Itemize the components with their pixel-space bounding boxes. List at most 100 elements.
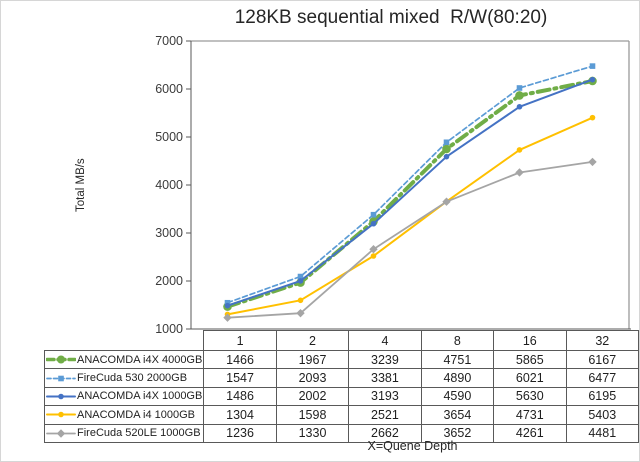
series-line (226, 65, 594, 304)
value-cell: 4590 (420, 386, 495, 407)
data-point-marker (443, 139, 450, 146)
data-point-marker (223, 313, 232, 322)
data-point-marker (58, 393, 64, 400)
value-cell: 1547 (203, 368, 277, 388)
y-tick-label: 6000 (155, 82, 183, 96)
data-point-marker (297, 278, 304, 284)
data-point-marker (297, 273, 304, 280)
data-table-legend: 1 2 4 8 16 32 ANACOMDA i4X 4000GB 1466 1967 3239 4… (43, 330, 639, 443)
data-point-marker (589, 76, 596, 83)
value-cell: 2521 (348, 405, 422, 425)
value-cell: 6021 (493, 368, 567, 388)
value-cell: 3654 (420, 405, 495, 425)
legend-key-icon (46, 393, 76, 400)
data-point-marker (442, 144, 451, 154)
series-line (226, 78, 594, 307)
legend-key-icon (46, 429, 76, 438)
y-tick-label: 4000 (155, 178, 183, 192)
table-row: ANACOMDA i4X 1000GB 1486 2002 3193 4590 5630 6… (43, 386, 639, 407)
data-point-marker (370, 220, 377, 227)
data-point-marker (224, 299, 231, 306)
table-row: FireCuda 520LE 1000GB 1236 1330 2662 3652 426… (43, 423, 639, 443)
queue-depth-label: 2 (275, 330, 350, 351)
value-cell: 4731 (493, 405, 567, 425)
data-point-marker (296, 308, 305, 318)
series-name-label: FireCuda 530 2000GB (77, 372, 188, 385)
value-cell: 1967 (275, 349, 350, 370)
series-line (226, 116, 594, 316)
queue-depth-label: 4 (348, 330, 422, 351)
data-point-marker (442, 197, 451, 206)
plot-area: 1000 2000 3000 4000 5000 6000 7000 (155, 34, 631, 336)
series-name-cell: ANACOMDA i4X 4000GB (43, 349, 205, 370)
value-cell: 4890 (420, 368, 495, 388)
table-row: ANACOMDA i4X 4000GB 1466 1967 3239 4751 5865 6… (43, 349, 639, 370)
series-name-cell: ANACOMDA i4X 1000GB (43, 386, 205, 407)
data-point-marker (370, 211, 377, 218)
value-cell: 4751 (420, 349, 495, 370)
y-tick-label: 3000 (155, 226, 183, 240)
data-point-marker (369, 245, 378, 254)
data-point-marker (588, 157, 597, 167)
data-point-marker (370, 253, 377, 259)
value-cell: 3381 (348, 368, 422, 388)
data-point-marker (297, 297, 304, 304)
value-cell: 1486 (203, 386, 277, 407)
y-tick-label: 2000 (155, 274, 183, 288)
data-point-marker (516, 147, 523, 153)
value-cell: 2002 (275, 386, 350, 407)
data-point-marker (515, 168, 524, 177)
x-axis-caption: X=Quene Depth (367, 439, 458, 453)
value-cell: 6195 (565, 386, 639, 407)
legend-key-icon (46, 375, 76, 381)
series-name-label: FireCuda 520LE 1000GB (77, 427, 201, 440)
data-point-marker (57, 355, 65, 364)
value-cell: 5865 (493, 349, 567, 370)
queue-depth-header-row: 1 2 4 8 16 32 (45, 330, 639, 351)
queue-depth-label: 16 (493, 330, 567, 351)
legend-key-icon (46, 355, 76, 364)
series-name-cell: FireCuda 520LE 1000GB (43, 423, 205, 443)
series-name-label: ANACOMDA i4 1000GB (77, 408, 195, 421)
series-name-label: ANACOMDA i4X 1000GB (77, 390, 203, 403)
y-tick-label: 1000 (155, 322, 183, 336)
value-cell: 5403 (565, 405, 639, 425)
series-line (225, 79, 595, 309)
value-cell: 1236 (203, 423, 277, 443)
data-point-marker (443, 153, 450, 160)
table-corner-cell (45, 331, 204, 351)
value-cell: 3193 (348, 386, 422, 407)
series-firecuda-520le-1000gb (223, 157, 597, 322)
queue-depth-label: 32 (565, 330, 639, 351)
table-row: ANACOMDA i4 1000GB 1304 1598 2521 3654 4731 54… (43, 405, 639, 425)
series-name-label: ANACOMDA i4X 4000GB (77, 353, 203, 366)
series-anacomda-i4x-1000gb (224, 76, 596, 309)
data-point-marker (58, 375, 64, 381)
data-point-marker (589, 114, 596, 121)
series-anacomda-i4x-4000gb (223, 76, 597, 311)
value-cell: 1466 (203, 349, 277, 370)
data-point-marker (589, 63, 596, 69)
data-point-marker (515, 91, 524, 100)
data-point-marker (58, 412, 64, 418)
series-name-cell: ANACOMDA i4 1000GB (43, 405, 205, 425)
series-line (226, 160, 594, 319)
value-cell: 1598 (275, 405, 350, 425)
table-row: FireCuda 530 2000GB 1547 2093 3381 4890 6021 6… (43, 368, 639, 388)
value-cell: 2662 (348, 423, 422, 443)
data-point-marker (516, 85, 523, 91)
queue-depth-label: 8 (420, 330, 495, 351)
value-cell: 6477 (565, 368, 639, 388)
data-point-marker (224, 302, 231, 309)
value-cell: 1304 (203, 405, 277, 425)
data-point-marker (516, 103, 523, 110)
data-point-marker (56, 429, 66, 438)
value-cell: 6167 (565, 349, 639, 370)
value-cell: 3239 (348, 349, 422, 370)
value-cell: 4261 (493, 423, 567, 443)
value-cell: 5630 (493, 386, 567, 407)
queue-depth-label: 1 (203, 330, 277, 351)
value-cell: 4481 (565, 423, 639, 443)
value-cell: 1330 (275, 423, 350, 443)
